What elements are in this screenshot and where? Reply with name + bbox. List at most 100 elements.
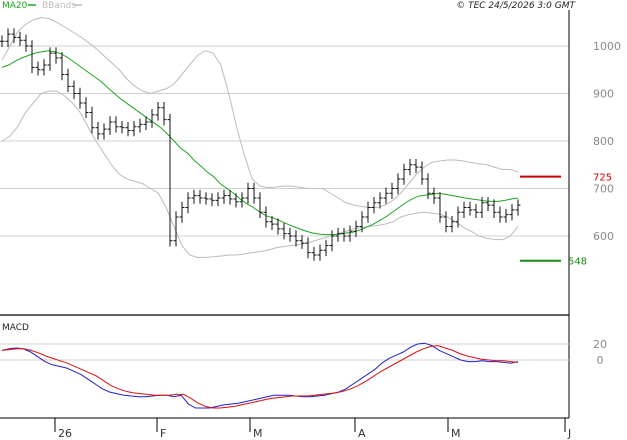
ohlc-bar xyxy=(89,106,95,134)
ohlc-bar xyxy=(59,52,65,81)
ohlc-bar xyxy=(305,237,311,259)
signal-line xyxy=(1,345,519,409)
ohlc-bar xyxy=(317,244,323,261)
ohlc-bar xyxy=(503,208,509,223)
ohlc-bar xyxy=(473,204,479,218)
ohlc-bar xyxy=(0,35,5,47)
ohlc-bar xyxy=(125,122,131,137)
price-levels: 725 548 xyxy=(520,173,612,268)
x-tick-label: M xyxy=(451,427,461,440)
ohlc-bar xyxy=(467,201,473,216)
credit-text: © TEC 24/5/2026 3:0 GMT xyxy=(456,1,576,11)
ohlc-bar xyxy=(155,102,161,121)
ohlc-bar xyxy=(179,201,185,223)
legend-ma20: MA20 xyxy=(2,1,28,11)
ohlc-bar xyxy=(497,206,503,223)
macd-lines xyxy=(1,342,519,409)
ohlc-bar xyxy=(95,122,101,140)
price-y-tick-label: 700 xyxy=(593,183,614,196)
ohlc-bar xyxy=(479,197,485,218)
ohlc-bar xyxy=(41,59,47,76)
ohlc-bar xyxy=(119,121,125,134)
x-tick-label: 26 xyxy=(58,427,72,440)
level-label: 725 xyxy=(593,173,612,184)
macd-y-axis: 200 xyxy=(593,338,607,367)
ohlc-bar xyxy=(509,204,515,221)
ohlc-bar xyxy=(359,211,365,233)
ohlc-bar xyxy=(47,47,53,71)
ohlc-bar xyxy=(353,220,359,237)
ohlc-bar xyxy=(77,87,83,109)
ohlc-bar xyxy=(269,216,275,230)
ohlc-bar xyxy=(29,40,35,74)
ohlc-bars xyxy=(0,28,521,261)
ohlc-bar xyxy=(257,192,263,218)
ohlc-bar xyxy=(299,235,305,249)
macd-title: MACD xyxy=(2,323,29,333)
ohlc-bar xyxy=(407,159,413,176)
ohlc-bar xyxy=(329,230,335,252)
ohlc-bar xyxy=(395,173,401,195)
price-gridlines xyxy=(0,45,569,237)
macd-gridlines xyxy=(0,343,569,361)
price-y-axis: 1000 900 800 700 600 xyxy=(593,40,621,243)
ohlc-bar xyxy=(425,173,431,199)
ohlc-bar xyxy=(161,102,167,126)
ohlc-bar xyxy=(149,109,155,128)
bollinger-bands xyxy=(1,16,519,258)
ohlc-bar xyxy=(245,182,251,204)
x-tick-label: M xyxy=(253,427,263,440)
ohlc-bar xyxy=(455,206,461,228)
ohlc-bar xyxy=(83,97,89,119)
ohlc-bar xyxy=(515,199,521,216)
macd-line xyxy=(1,342,519,409)
price-y-tick-label: 1000 xyxy=(593,40,621,53)
x-tick-label: A xyxy=(358,427,366,440)
ohlc-bar xyxy=(65,68,71,93)
x-axis: 26 F M A M J xyxy=(0,417,571,440)
ohlc-bar xyxy=(239,192,245,208)
ohlc-bar xyxy=(113,116,119,133)
price-panel: 1000 900 800 700 600 725 548 xyxy=(0,10,621,418)
ohlc-bar xyxy=(347,225,353,242)
legend: MA20 BBands xyxy=(2,1,82,11)
ohlc-bar xyxy=(101,123,107,140)
ohlc-bar xyxy=(437,192,443,223)
ohlc-bar xyxy=(17,31,23,46)
ohlc-bar xyxy=(287,227,293,242)
bollinger-upper xyxy=(1,16,519,208)
ohlc-bar xyxy=(209,193,215,207)
macd-y-tick-label: 0 xyxy=(597,354,604,367)
ohlc-bar xyxy=(371,197,377,214)
legend-bbands: BBands xyxy=(42,1,76,11)
ohlc-bar xyxy=(293,230,299,247)
ohlc-bar xyxy=(365,201,371,223)
ohlc-bar xyxy=(221,189,227,204)
level-label: 548 xyxy=(568,257,587,268)
ohlc-bar xyxy=(5,28,11,47)
ohlc-bar xyxy=(323,239,329,256)
ohlc-bar xyxy=(185,192,191,214)
ohlc-bar xyxy=(263,206,269,228)
ohlc-bar xyxy=(461,201,467,218)
ohlc-bar xyxy=(335,227,341,242)
ohlc-bar xyxy=(449,216,455,233)
bollinger-lower xyxy=(1,90,519,258)
price-y-tick-label: 800 xyxy=(593,135,614,148)
ohlc-bar xyxy=(389,182,395,199)
ohlc-bar xyxy=(491,199,497,218)
ohlc-bar xyxy=(377,192,383,209)
ohlc-bar xyxy=(275,218,281,235)
ohlc-bar xyxy=(443,211,449,233)
ohlc-bar xyxy=(215,192,221,207)
ohlc-bar xyxy=(53,47,59,64)
macd-panel: MACD 200 xyxy=(0,323,607,409)
x-axis-ticks: 26 F M A M J xyxy=(54,418,571,440)
ohlc-bar xyxy=(173,211,179,247)
ohlc-bar xyxy=(311,246,317,261)
macd-y-tick-label: 20 xyxy=(593,338,607,351)
price-y-tick-label: 600 xyxy=(593,230,614,243)
ohlc-bar xyxy=(137,118,143,133)
ohlc-bar xyxy=(383,187,389,204)
ohlc-bar xyxy=(419,161,425,185)
